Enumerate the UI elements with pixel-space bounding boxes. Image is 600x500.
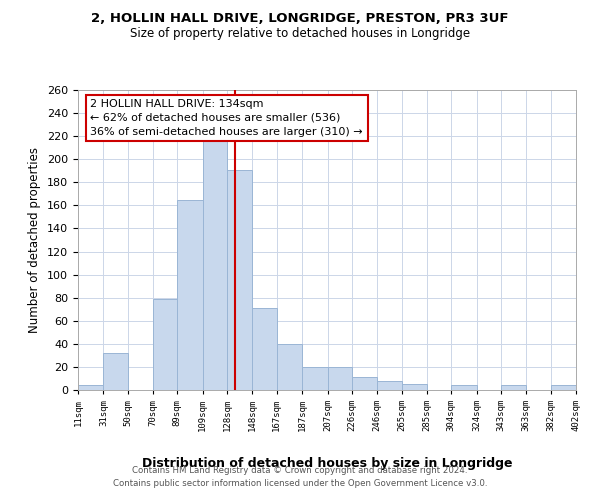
- Bar: [277, 344, 302, 390]
- Bar: [401, 384, 427, 390]
- Text: 2 HOLLIN HALL DRIVE: 134sqm
← 62% of detached houses are smaller (536)
36% of se: 2 HOLLIN HALL DRIVE: 134sqm ← 62% of det…: [91, 99, 363, 137]
- Text: 2, HOLLIN HALL DRIVE, LONGRIDGE, PRESTON, PR3 3UF: 2, HOLLIN HALL DRIVE, LONGRIDGE, PRESTON…: [91, 12, 509, 26]
- Bar: [253, 308, 277, 390]
- Bar: [551, 386, 576, 390]
- Text: Contains HM Land Registry data © Crown copyright and database right 2024.
Contai: Contains HM Land Registry data © Crown c…: [113, 466, 487, 487]
- Bar: [328, 367, 352, 390]
- Bar: [451, 386, 476, 390]
- Bar: [302, 367, 328, 390]
- Bar: [501, 386, 526, 390]
- Bar: [178, 200, 203, 390]
- Bar: [78, 386, 103, 390]
- Bar: [227, 170, 253, 390]
- Bar: [203, 138, 227, 390]
- Text: Distribution of detached houses by size in Longridge: Distribution of detached houses by size …: [142, 458, 512, 470]
- Bar: [103, 353, 128, 390]
- Bar: [153, 299, 178, 390]
- Text: Size of property relative to detached houses in Longridge: Size of property relative to detached ho…: [130, 28, 470, 40]
- Bar: [377, 381, 401, 390]
- Bar: [352, 378, 377, 390]
- Y-axis label: Number of detached properties: Number of detached properties: [28, 147, 41, 333]
